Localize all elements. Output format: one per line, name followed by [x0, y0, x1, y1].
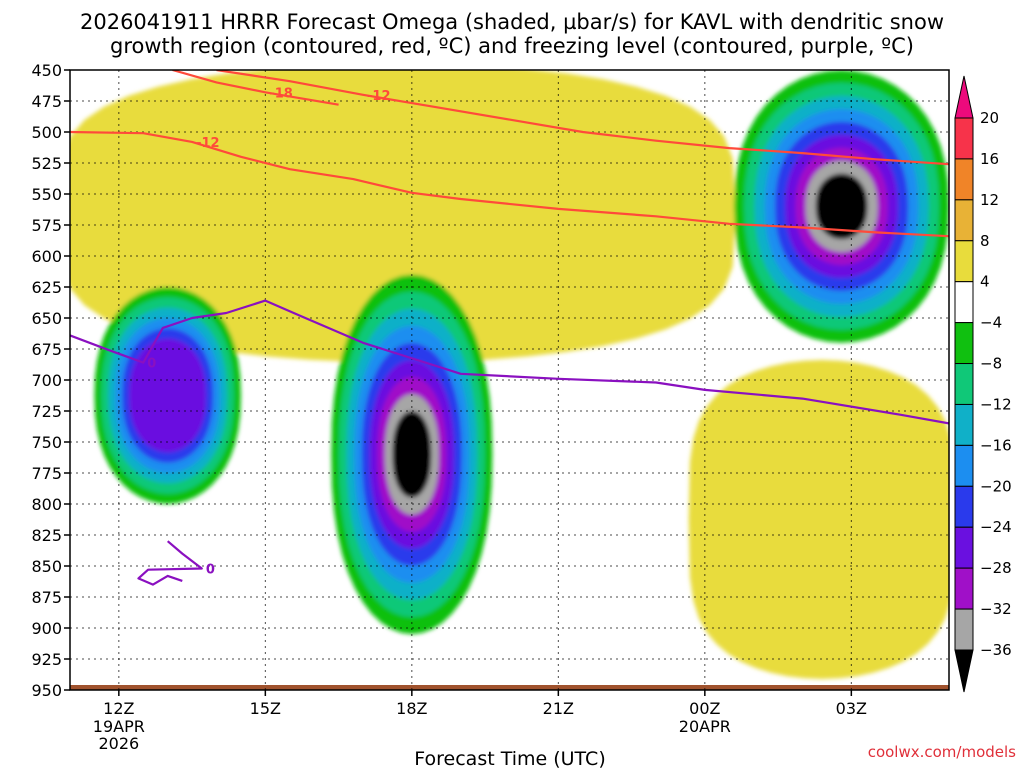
colorbar-tick-label: 8: [980, 232, 990, 250]
omega-fill-rising-upper-right: [815, 173, 868, 240]
y-tick-label: 525: [31, 154, 62, 173]
dgz-contour: [216, 70, 949, 166]
x-tick-date: 20APR: [679, 717, 731, 736]
colorbar-tick-label: −36: [980, 641, 1012, 659]
colorbar-cap-bottom: [954, 649, 974, 693]
colorbar-bin: [954, 526, 974, 569]
colorbar-tick-label: −28: [980, 559, 1012, 577]
colorbar-bin: [954, 281, 974, 324]
y-tick-label: 800: [31, 495, 62, 514]
chart-title-line1: 2026041911 HRRR Forecast Omega (shaded, …: [80, 10, 944, 34]
y-tick-label: 750: [31, 433, 62, 452]
colorbar-tick-label: 4: [980, 273, 990, 291]
dgz-contour-label: -12: [367, 89, 391, 104]
x-tick-label: 03Z: [836, 699, 867, 718]
dgz-contour: [172, 70, 339, 106]
y-tick-label: 675: [31, 340, 62, 359]
y-axis: 450 475 500 525 550 575 600 625 650 675 700 725 750 7…: [31, 61, 70, 700]
y-tick-label: 575: [31, 216, 62, 235]
colorbar-bin: [954, 444, 974, 487]
x-tick-label: 15Z: [250, 699, 281, 718]
colorbar-tick-label: −24: [980, 518, 1012, 536]
y-tick-label: 625: [31, 278, 62, 297]
x-tick-label: 18Z: [396, 699, 427, 718]
freezing-level-contour: [137, 540, 203, 586]
x-tick-label: 21Z: [543, 699, 574, 718]
colorbar-tick-label: −8: [980, 355, 1002, 373]
y-tick-label: 775: [31, 464, 62, 483]
colorbar-tick-label: 20: [980, 109, 999, 127]
y-tick-label: 925: [31, 650, 62, 669]
y-tick-label: 900: [31, 619, 62, 638]
freezing-level-contour: [70, 299, 949, 425]
dgz-contour-label: -18: [269, 86, 293, 101]
colorbar-tick-label: −16: [980, 436, 1012, 454]
colorbar-bin: [954, 158, 974, 201]
colorbar-tick-label: 12: [980, 191, 999, 209]
y-tick-label: 650: [31, 309, 62, 328]
y-tick-label: 850: [31, 557, 62, 576]
colorbar-bin: [954, 199, 974, 242]
plot-area: -18 -12 -12 0 0: [69, 69, 950, 691]
colorbar-bin: [954, 608, 974, 651]
colorbar-bin: [954, 322, 974, 365]
omega-fill-sinking-upper: [70, 70, 736, 363]
colorbar-bin: [954, 485, 974, 528]
colorbar: 20 16 12 8 4 −4 −8 −12 −16 −20 −24 −28 −32 −36: [954, 75, 1012, 693]
y-tick-label: 475: [31, 92, 62, 111]
y-tick-label: 500: [31, 123, 62, 142]
colorbar-tick-label: −32: [980, 600, 1012, 618]
freezing-level-contour-label: 0: [147, 357, 156, 372]
colorbar-bin: [954, 363, 974, 405]
y-tick-label: 700: [31, 371, 62, 390]
colorbar-bin: [954, 240, 974, 283]
ground-strip: [70, 685, 949, 690]
y-tick-label: 725: [31, 402, 62, 421]
dgz-contour-label: -12: [196, 136, 220, 151]
colorbar-bin: [954, 403, 974, 446]
omega-shading: [70, 70, 949, 690]
y-tick-label: 875: [31, 588, 62, 607]
omega-fill-sinking-lower-right: [688, 360, 949, 679]
colorbar-cap-top: [954, 75, 974, 119]
y-tick-label: 450: [31, 61, 62, 80]
x-tick-date: 19APR: [93, 717, 145, 736]
y-tick-label: 600: [31, 247, 62, 266]
colorbar-tick-label: −4: [980, 314, 1002, 332]
x-tick-label: 12Z: [103, 699, 134, 718]
colorbar-bin: [954, 117, 974, 160]
credit-text: coolwx.com/models: [868, 743, 1016, 761]
colorbar-bin: [954, 567, 974, 610]
y-tick-label: 825: [31, 526, 62, 545]
gridlines: [70, 70, 949, 690]
x-tick-year: 2026: [98, 734, 139, 753]
y-tick-label: 950: [31, 681, 62, 700]
colorbar-tick-label: 16: [980, 150, 999, 168]
x-axis-label: Forecast Time (UTC): [414, 748, 605, 768]
dgz-contour: [70, 130, 949, 238]
omega-fill-rising-left: [129, 338, 207, 453]
y-tick-label: 550: [31, 185, 62, 204]
chart-title-line2: growth region (contoured, red, ºC) and f…: [110, 34, 914, 58]
contours: -18 -12 -12 0 0: [70, 70, 949, 586]
colorbar-tick-label: −20: [980, 477, 1012, 495]
freezing-level-contour-label: 0: [206, 562, 215, 577]
x-tick-label: 00Z: [689, 699, 720, 718]
colorbar-tick-label: −12: [980, 395, 1012, 413]
